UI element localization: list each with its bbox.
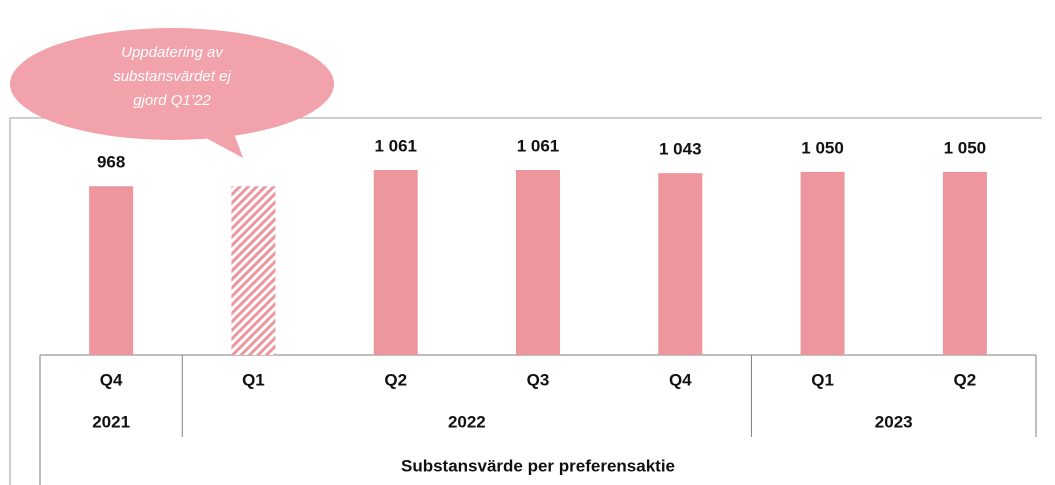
bar [516,170,560,355]
value-label: 1 043 [659,140,702,159]
x-tick-label: Q4 [669,370,692,389]
x-tick-label: Q1 [242,370,265,389]
x-axis-title: Substansvärde per preferensaktie [401,456,675,475]
annotation-line: gjord Q1’22 [133,92,211,109]
bar [89,186,134,355]
value-label: 1 061 [374,136,417,155]
x-tick-label: Q3 [527,370,550,389]
year-label: 2023 [875,412,913,431]
value-label: 1 050 [801,138,844,157]
bar [231,186,276,355]
x-tick-label: Q2 [384,370,407,389]
callout-bubble [10,28,334,140]
bar [373,170,418,355]
year-label: 2021 [92,412,130,431]
callout: Uppdatering av substansvärdet ej gjord Q… [10,28,334,158]
value-label: 1 061 [517,136,560,155]
x-tick-label: Q2 [954,370,977,389]
plot-frame [9,117,1042,485]
bar [800,171,845,355]
x-tick-label: Q4 [100,370,123,389]
bar [658,173,703,355]
value-label: 968 [97,153,125,172]
value-label: 1 050 [944,138,987,157]
annotation-line: Uppdatering av [121,44,224,61]
year-label: 2022 [448,412,486,431]
x-tick-label: Q1 [811,370,834,389]
bar [942,171,987,355]
annotation-line: substansvärdet ej [113,68,231,85]
